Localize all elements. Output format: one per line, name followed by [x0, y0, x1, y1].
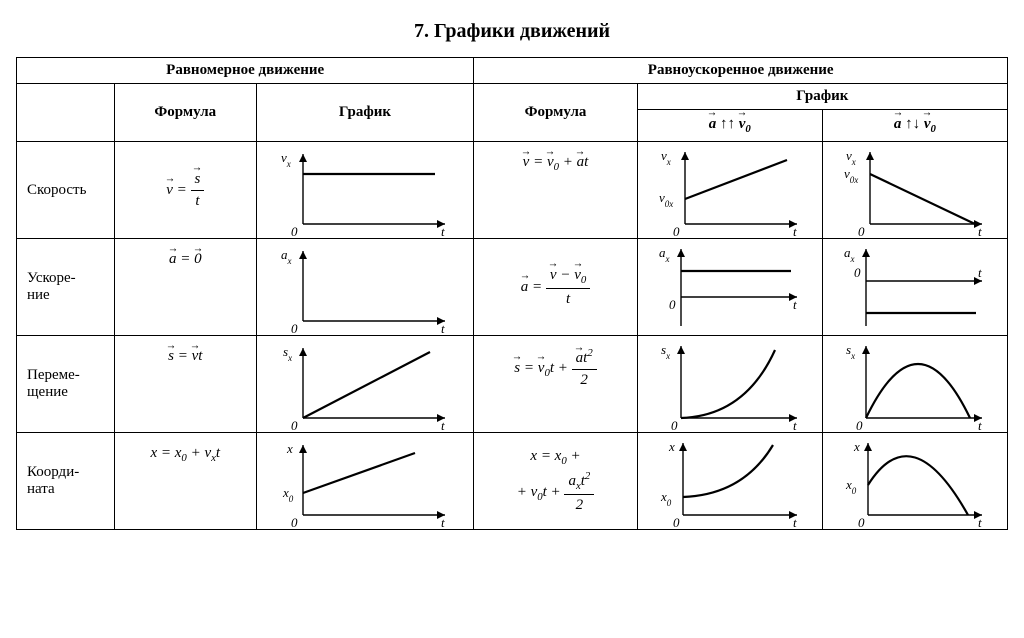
hdr-formula-u: Формула [115, 84, 257, 142]
f-coord-acc: x = x0 + + v0t + axt22 [474, 433, 637, 530]
f-vel-acc: v = v0 + at [474, 142, 637, 239]
chart-coord-down: x x0 t 0 [822, 433, 1007, 530]
svg-text:t: t [793, 418, 797, 430]
hdr-case-up: a ↑↑ v0 [637, 110, 822, 142]
svg-text:sx: sx [846, 342, 855, 361]
hdr-formula-a: Формула [474, 84, 637, 142]
row-velocity: Скорость [17, 142, 115, 239]
chart-acc-down: ax t 0 [822, 239, 1007, 336]
svg-text:t: t [978, 265, 982, 280]
svg-text:ax: ax [281, 247, 292, 266]
svg-text:t: t [978, 224, 982, 236]
svg-text:t: t [441, 515, 445, 527]
chart-coord-up: x x0 t 0 [637, 433, 822, 530]
svg-text:0: 0 [673, 224, 680, 236]
f-disp-acc: s = v0t + at22 [474, 336, 637, 433]
svg-text:t: t [793, 224, 797, 236]
row-coordinate: Коорди-ната [17, 433, 115, 530]
f-disp-uni: s = vt [115, 336, 257, 433]
f-vel-uni: v = st [115, 142, 257, 239]
svg-text:t: t [978, 418, 982, 430]
page-title: 7. Графики движений [16, 20, 1008, 43]
f-acc-acc: a = v − v0t [474, 239, 637, 336]
svg-text:vx: vx [281, 150, 291, 169]
svg-text:t: t [441, 418, 445, 430]
hdr-uniform: Равномерное движение [17, 58, 474, 84]
f-coord-uni: x = x0 + vxt [115, 433, 257, 530]
svg-text:ax: ax [844, 245, 855, 264]
svg-text:t: t [441, 224, 445, 236]
svg-text:t: t [441, 321, 445, 333]
svg-text:0: 0 [291, 515, 298, 527]
hdr-blank [17, 84, 115, 142]
hdr-chart-a: График [637, 84, 1007, 110]
svg-text:0: 0 [291, 224, 298, 236]
hdr-case-down: a ↑↓ v0 [822, 110, 1007, 142]
svg-text:0: 0 [291, 418, 298, 430]
svg-text:x: x [286, 441, 293, 456]
svg-text:x0: x0 [282, 485, 294, 504]
svg-text:x: x [668, 439, 675, 454]
svg-text:ax: ax [659, 245, 670, 264]
svg-text:0: 0 [673, 515, 680, 527]
svg-text:v0x: v0x [659, 190, 673, 209]
motion-table: Равномерное движение Равноускоренное дви… [16, 57, 1008, 530]
chart-acc-up: ax t 0 [637, 239, 822, 336]
svg-text:t: t [793, 515, 797, 527]
chart-coord-uni: x x0 t 0 [256, 433, 474, 530]
chart-vel-down: vx v0x t 0 [822, 142, 1007, 239]
svg-text:vx: vx [846, 148, 856, 167]
svg-text:x0: x0 [660, 489, 672, 508]
chart-disp-uni: sx t 0 [256, 336, 474, 433]
chart-disp-up: sx t 0 [637, 336, 822, 433]
svg-text:0: 0 [671, 418, 678, 430]
chart-vel-up: vx v0x t 0 [637, 142, 822, 239]
svg-text:t: t [978, 515, 982, 527]
svg-text:vx: vx [661, 148, 671, 167]
f-acc-uni: a = 0 [115, 239, 257, 336]
svg-text:0: 0 [291, 321, 298, 333]
row-displacement: Переме-щение [17, 336, 115, 433]
svg-text:x: x [853, 439, 860, 454]
hdr-accelerated: Равноускоренное движение [474, 58, 1008, 84]
svg-text:sx: sx [283, 344, 292, 363]
svg-text:0: 0 [854, 265, 861, 280]
chart-disp-down: sx t 0 [822, 336, 1007, 433]
svg-text:0: 0 [858, 515, 865, 527]
chart-acc-uni: ax t 0 [256, 239, 474, 336]
svg-text:0: 0 [669, 297, 676, 312]
svg-text:v0x: v0x [844, 166, 858, 185]
hdr-chart-u: График [256, 84, 474, 142]
svg-text:x0: x0 [845, 477, 857, 496]
svg-text:0: 0 [858, 224, 865, 236]
row-acceleration: Ускоре-ние [17, 239, 115, 336]
svg-text:sx: sx [661, 342, 670, 361]
chart-vel-uni: vx t 0 [256, 142, 474, 239]
svg-text:t: t [793, 297, 797, 312]
svg-text:0: 0 [856, 418, 863, 430]
